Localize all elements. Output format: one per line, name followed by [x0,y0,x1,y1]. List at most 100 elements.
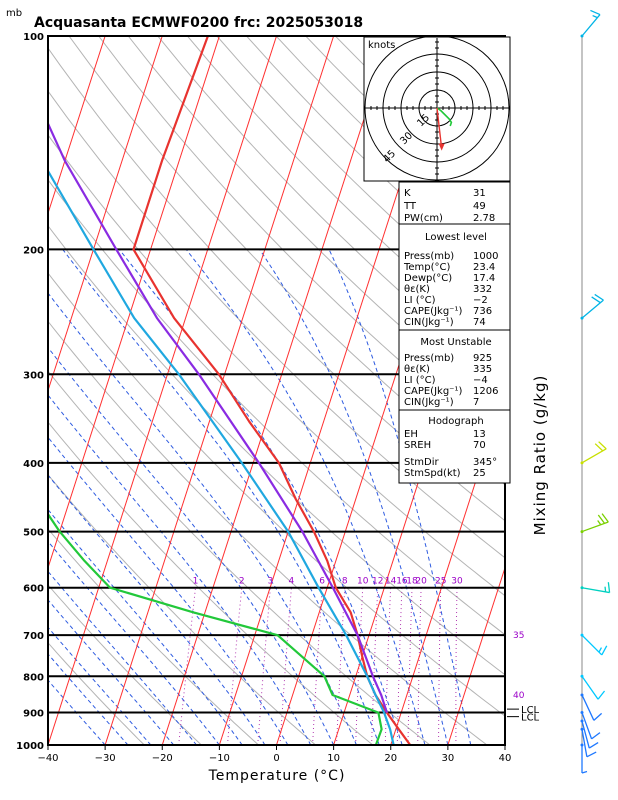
wind-barb-dot [580,530,584,534]
wind-barb-flag [591,296,601,304]
most-unstable-header: Most Unstable [420,337,491,348]
parcel-lowest-level-line [48,121,388,713]
pressure-tick-label: 700 [23,631,44,642]
indices-panel: K 31 TT 49 PW(cm) 2.78 Lowest level Pres… [398,181,511,484]
lowest-level-header: Lowest level [425,232,487,243]
wind-barb-flag [593,712,603,721]
y-unit-label: mb [6,8,22,19]
wind-barb-dot [580,586,584,590]
mixing-ratio-label: 4 [289,577,295,587]
wind-barb-dot [580,34,584,38]
moist-adiabat [48,570,197,745]
parcel-most-unstable-line [48,168,395,745]
mixing-ratio-label: 6 [319,577,325,587]
wind-barb-half-flag [592,14,598,19]
moist-adiabat [48,653,129,745]
ll-value-1: 23.4 [473,262,495,273]
dry-adiabat [48,47,505,522]
moist-adiabat [48,394,312,745]
storm-motion-arrowhead [438,143,445,151]
index-value-tt: 49 [473,201,486,212]
dry-adiabat [48,528,259,745]
dry-adiabat [48,90,505,559]
mu-value-1: 335 [473,364,492,375]
mu-label-3: CAPE(Jkg⁻¹) [404,386,462,397]
dry-adiabat [48,370,431,745]
moist-adiabat [48,436,289,745]
mixing-ratio-label: 25 [435,577,446,587]
mu-value-2: −4 [473,375,488,386]
x-tick-label: −10 [209,753,230,764]
chart-title: Acquasanta ECMWF0200 frc: 2025053018 [34,15,363,31]
dry-adiabat [48,474,316,745]
hodograph-plot [364,35,510,181]
mu-label-0: Press(mb) [404,353,454,364]
dry-adiabat [48,179,505,636]
wind-barb-staff [581,720,590,749]
dry-adiabat [48,320,488,745]
mixing-ratio-label: 30 [451,577,463,587]
isotherm [161,36,392,745]
isotherm [390,388,505,745]
ll-value-4: −2 [473,295,488,306]
x-tick-label: 30 [442,753,455,764]
mu-value-3: 1206 [473,386,498,397]
wind-barb-flag [598,441,607,450]
hodograph-stats-header: Hodograph [428,416,483,427]
dry-adiabat [48,224,505,676]
ll-value-0: 1000 [473,251,498,262]
lcl-label: LCL [521,705,540,716]
hs-label-3: StmSpd(kt) [404,468,461,479]
dry-adiabat [68,36,505,486]
pressure-tick-label: 200 [23,245,44,256]
wind-barb-dot [580,674,584,678]
wind-barb-half-flag [598,647,603,653]
axis-ticks: −40 −30 −20 −10 0 10 20 30 40 [37,745,511,764]
hs-label-2: StmDir [404,457,439,468]
right-axis-label: Mixing Ratio (g/kg) [531,375,549,536]
x-tick-label: 0 [273,753,279,764]
hs-value-0: 13 [473,429,486,440]
mixing-ratio-label: 16 [396,577,408,587]
mu-label-4: CIN(Jkg⁻¹) [404,397,454,408]
hodograph-inset: knots 15 30 45 [363,35,511,182]
mixing-ratio-label: 8 [342,577,348,587]
mixing-ratio-label: 14 [385,577,397,587]
x-tick-label: −30 [95,753,116,764]
hs-label-1: SREH [404,440,431,451]
wind-barb-staff [581,675,599,700]
mixing-ratio-label: 1 [193,577,199,587]
ll-value-5: 736 [473,306,492,317]
ll-label-0: Press(mb) [404,251,454,262]
pressure-tick-label: 500 [23,528,44,539]
ll-label-1: Temp(°C) [403,262,451,273]
pressure-tick-label: 100 [23,32,44,43]
hodograph-trace [436,107,453,127]
mu-label-1: θε(K) [404,364,430,375]
dry-adiabat [48,584,202,745]
isotherm [48,36,277,745]
isotherm-edge-label: 35 [513,631,524,641]
wind-barb-flag [601,513,609,523]
wind-barb-staff [581,729,588,757]
x-tick-label: 20 [384,753,397,764]
wind-barb-flag [597,514,606,524]
wind-barb-flag [586,751,597,758]
x-tick-label: 10 [327,753,340,764]
wind-barb-flag [594,293,604,301]
mixing-ratio-label: 3 [268,577,274,587]
pressure-tick-label: 800 [23,672,44,683]
mu-value-4: 7 [473,397,479,408]
hs-value-2: 345° [473,457,497,468]
index-value-pw: 2.78 [473,213,495,224]
pressure-tick-label: 300 [23,370,44,381]
index-label-pw: PW(cm) [404,213,443,224]
wind-barb-flag [588,742,599,749]
ll-label-4: LI (°C) [404,295,436,306]
ll-label-5: CAPE(Jkg⁻¹) [404,306,462,317]
wind-barb-dot [580,316,584,320]
wind-barb-flag [590,9,601,16]
ll-value-3: 332 [473,284,492,295]
